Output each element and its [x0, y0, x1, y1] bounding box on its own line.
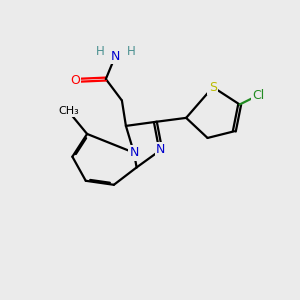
Text: CH₃: CH₃ [58, 106, 79, 116]
Text: S: S [209, 81, 217, 94]
Text: O: O [70, 74, 80, 87]
Text: H: H [96, 45, 105, 58]
Text: Cl: Cl [252, 88, 265, 102]
Text: N: N [129, 146, 139, 159]
Text: H: H [127, 45, 136, 58]
Text: N: N [110, 50, 120, 63]
Text: N: N [156, 143, 165, 157]
